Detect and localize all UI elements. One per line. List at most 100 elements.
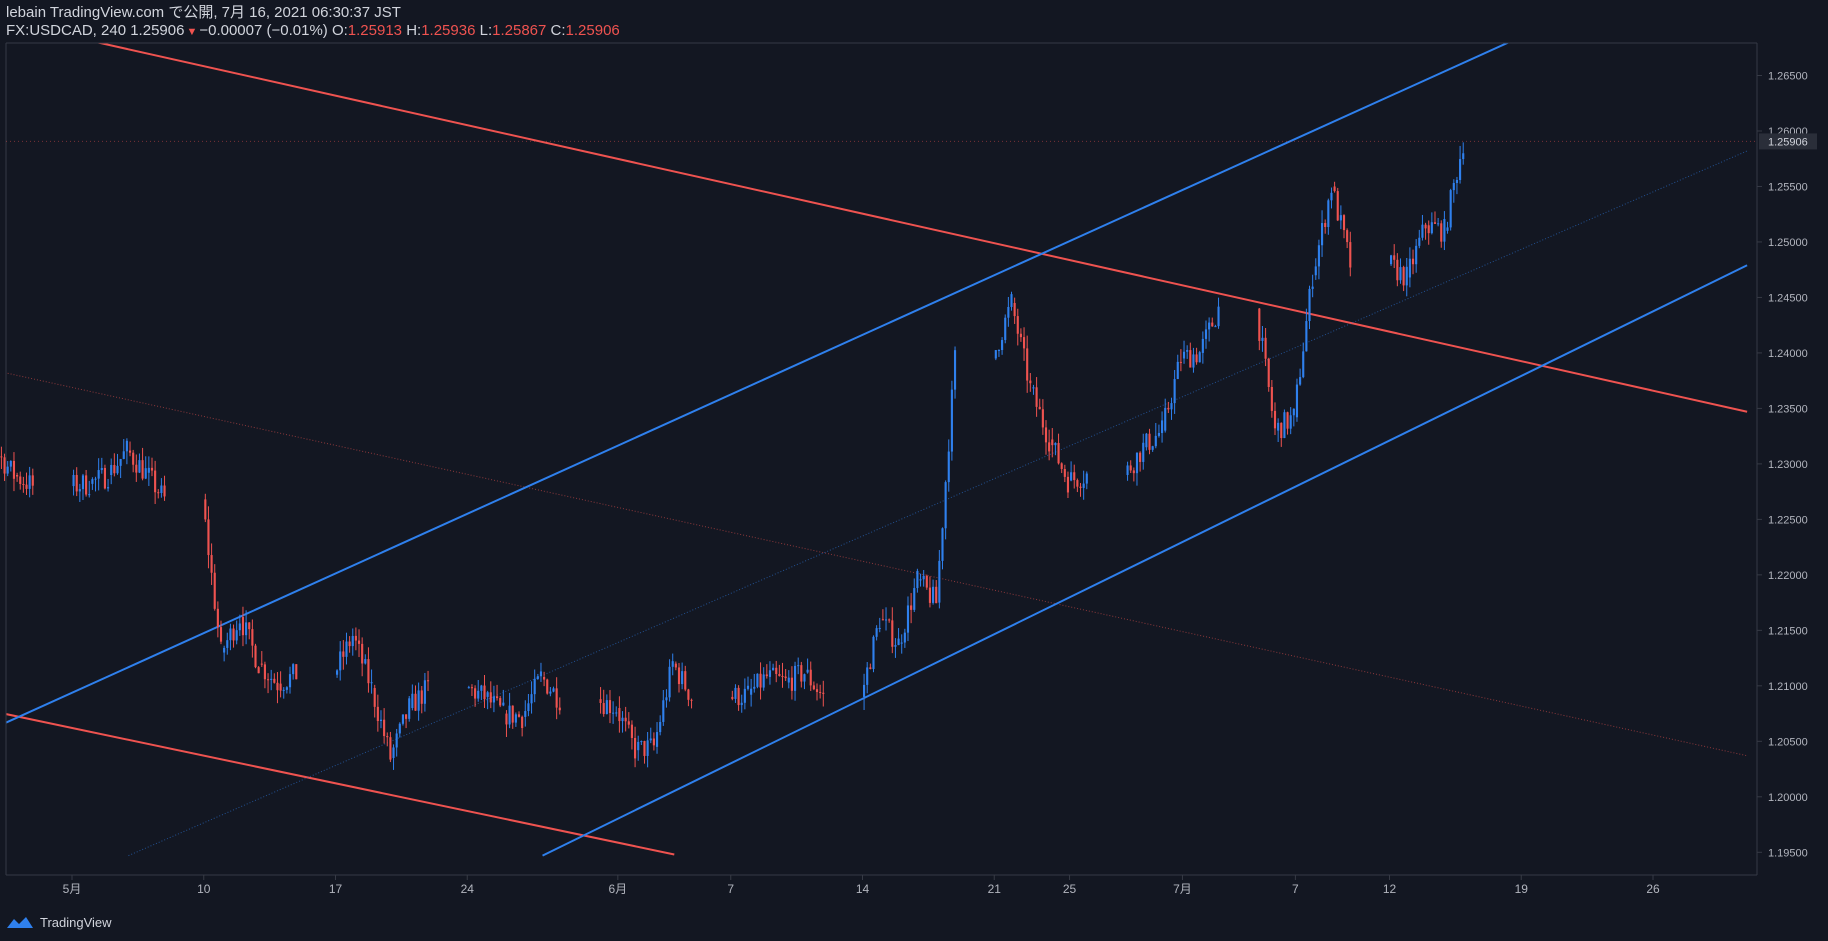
candle-body	[627, 721, 630, 725]
candle-body	[797, 665, 800, 667]
candle-body	[630, 724, 634, 738]
ohlc-line: FX:USDCAD, 240 1.25906 ▼ −0.00007 (−0.01%)…	[6, 22, 1806, 41]
candle-body	[1418, 237, 1421, 246]
candle-body	[392, 747, 395, 758]
candle-body	[919, 579, 922, 581]
candle-body	[395, 733, 398, 748]
candle-body	[665, 697, 668, 701]
candle-body	[345, 641, 348, 657]
time-tick-label: 25	[1063, 882, 1077, 896]
candle-body	[3, 457, 6, 474]
candle-body	[116, 465, 119, 474]
price-axis[interactable]: 1.19500 1.20000 1.20500 1.21000 1.21500 1.220…	[1757, 71, 1808, 860]
candle-body	[1051, 439, 1054, 446]
trendline-upper-red[interactable]	[72, 37, 1748, 413]
last-price: 1.25906	[130, 22, 185, 39]
candle-body	[1302, 351, 1305, 378]
candle-body	[643, 741, 646, 756]
trendline-lower-blue[interactable]	[542, 264, 1748, 857]
candle-body	[772, 667, 775, 671]
candle-body	[1459, 159, 1462, 180]
high-label: H:	[406, 22, 422, 39]
candle-body	[1270, 386, 1273, 411]
candle-body	[1217, 306, 1220, 327]
candle-body	[599, 699, 602, 704]
candle-body	[1070, 472, 1073, 481]
candle-body	[1013, 302, 1016, 317]
price-tick-label: 1.23000	[1768, 459, 1808, 471]
candle-body	[1421, 224, 1424, 238]
chart-header: lebain TradingView.com で公開, 7月 16, 2021 …	[6, 4, 1806, 41]
candle-body	[370, 682, 373, 684]
candle-body	[1330, 192, 1333, 201]
candle-body	[1314, 266, 1317, 276]
candle-body	[621, 717, 624, 722]
candle-body	[1195, 354, 1198, 363]
candle-body	[1148, 433, 1151, 450]
candle-body	[521, 716, 524, 729]
candle-body	[245, 622, 248, 636]
candle-body	[31, 475, 34, 486]
candle-body	[1164, 407, 1167, 431]
candle-body	[1261, 337, 1264, 341]
candle-body	[483, 685, 486, 700]
candle-body	[546, 679, 549, 694]
candle-body	[1186, 350, 1189, 352]
candle-body	[122, 451, 125, 459]
candle-body	[408, 698, 411, 719]
time-tick-label: 21	[988, 882, 1002, 896]
candle-body	[1402, 267, 1405, 286]
candle-body	[398, 723, 401, 734]
price-tick-label: 1.25000	[1768, 237, 1808, 249]
candle-body	[1283, 412, 1286, 439]
candle-body	[552, 688, 555, 692]
candle-body	[1267, 358, 1270, 387]
last-price-label: 1.25906	[1768, 136, 1808, 148]
candle-body	[1462, 153, 1465, 160]
candle-body	[1035, 387, 1038, 407]
candle-body	[652, 738, 655, 746]
candle-body	[103, 467, 107, 489]
candle-body	[624, 717, 627, 722]
trendline-mid-blue[interactable]	[128, 150, 1748, 857]
candle-body	[474, 688, 477, 699]
candle-body	[1038, 406, 1041, 410]
candle-body	[132, 452, 135, 465]
candle-body	[1026, 348, 1029, 381]
candle-body	[950, 389, 953, 452]
candle-body	[681, 671, 684, 685]
candle-body	[1327, 200, 1330, 228]
time-tick-label: 5月	[63, 882, 82, 896]
candle-body	[1408, 258, 1411, 278]
candle-body	[1173, 379, 1176, 404]
candle-body	[1214, 326, 1217, 328]
close-label: C:	[550, 22, 566, 39]
time-axis[interactable]: 5月 10 17 24 6月 7 14 21 25 7月 7 12 19 26	[63, 875, 1660, 896]
down-arrow-icon: ▼	[186, 26, 198, 38]
candle-body	[489, 692, 492, 703]
candle-body	[1336, 191, 1339, 221]
candle-body	[822, 692, 825, 694]
candle-body	[94, 478, 97, 480]
candle-body	[91, 479, 94, 484]
candle-body	[1142, 442, 1145, 462]
candle-body	[1446, 227, 1449, 231]
candle-body	[1415, 245, 1418, 265]
candle-body	[687, 689, 690, 700]
open-label: O:	[331, 22, 348, 39]
candle-body	[154, 470, 157, 493]
trendline-upper-blue[interactable]	[0, 37, 1521, 753]
candle-body	[499, 698, 502, 706]
candle-body	[872, 636, 875, 670]
price-tick-label: 1.22500	[1768, 514, 1808, 526]
candle-body	[263, 664, 266, 680]
candle-body	[875, 628, 878, 637]
candle-body	[1449, 190, 1452, 228]
candle-body	[1390, 255, 1393, 265]
price-change: −0.00007 (−0.01%)	[199, 22, 328, 39]
candle-body	[869, 667, 872, 670]
candle-body	[28, 475, 31, 489]
candle-body	[1393, 255, 1396, 260]
candle-body	[655, 732, 659, 747]
